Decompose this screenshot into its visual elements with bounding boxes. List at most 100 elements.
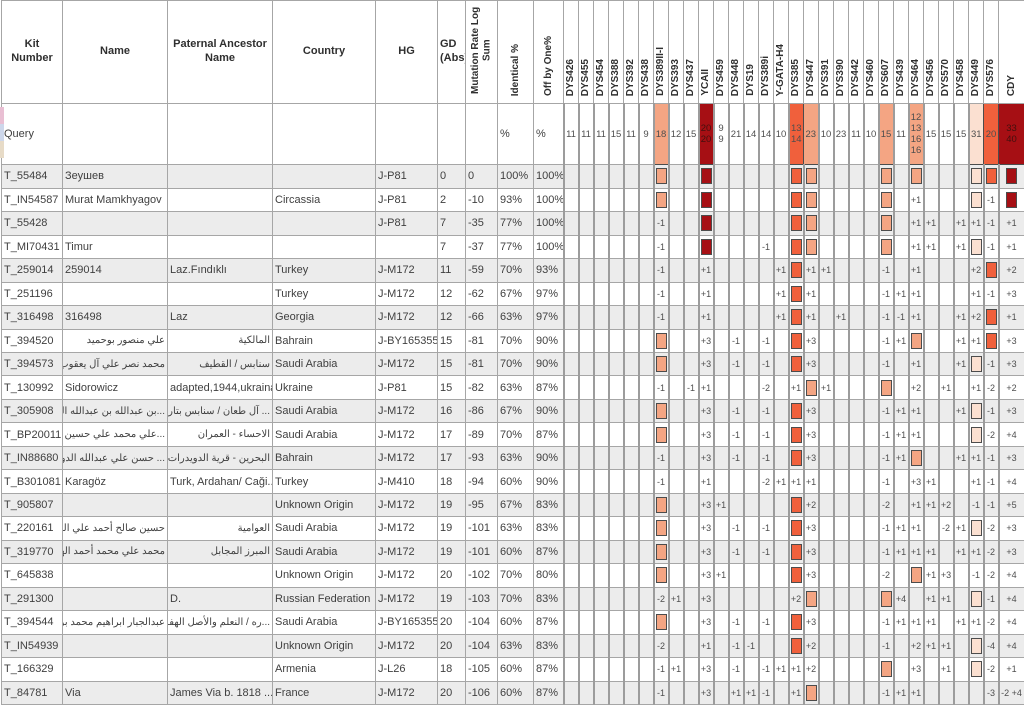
marker-cell-dys570 <box>937 164 955 189</box>
marker-cell-dys393 <box>667 539 685 565</box>
row-country-cell <box>272 234 376 260</box>
marker-cell-dys448: -1 <box>727 539 745 565</box>
clipped-column-artifact <box>0 107 4 158</box>
marker-cell-dys447 <box>802 187 820 213</box>
marker-cell-dys385 <box>787 516 805 541</box>
marker-header-label: DYS607 <box>880 58 892 96</box>
marker-cell-dys576: -1 <box>982 234 1000 260</box>
marker-cell-dys447 <box>802 211 820 236</box>
marker-cell-dys393 <box>667 469 685 494</box>
marker-cell-dys390 <box>832 469 850 494</box>
marker-cell-dys19 <box>742 164 760 189</box>
marker-cell-dys454 <box>592 657 610 682</box>
marker-cell-dys447: +3 <box>802 445 820 471</box>
marker-cell-dys426 <box>562 234 580 260</box>
marker-cell-dys456 <box>922 187 940 213</box>
marker-cell-dys438 <box>637 211 655 236</box>
row-name-cell: Sidorowicz <box>62 375 168 400</box>
match-row: T_291300 D. Russian Federation J-M172 19 -103… <box>1 586 1024 612</box>
marker-cell-dys439: +1 <box>892 281 910 307</box>
marker-cell-dys570 <box>937 539 955 565</box>
marker-cell-dys448 <box>727 281 745 307</box>
marker-cell-dys449 <box>967 680 985 705</box>
marker-cell-dys438 <box>637 469 655 494</box>
marker-cell-dys426 <box>562 469 580 494</box>
difference-marker-box <box>655 168 667 185</box>
query-marker-dys448: 21 <box>727 102 745 166</box>
marker-cell-dys388 <box>607 258 625 283</box>
marker-cell-cdy: +3 <box>997 281 1024 307</box>
row-haplogroup-cell: J-P81 <box>375 211 438 236</box>
marker-cell-cdy: +3 <box>997 351 1024 377</box>
marker-cell-dys448 <box>727 211 745 236</box>
marker-cell-dys576: -1 <box>982 211 1000 236</box>
marker-cell-dys456: +1 <box>922 492 940 518</box>
marker-cell-dys460 <box>862 633 880 659</box>
marker-cell-dys458: +1 <box>952 351 970 377</box>
marker-cell-ycaii: +3 <box>697 563 715 588</box>
marker-cell-dys464: +2 <box>907 633 925 659</box>
marker-cell-dys393 <box>667 187 685 213</box>
match-rows-section: T_55484 Зеушев J-P81 0 0 100% 100% T_IN54587 Mur… <box>1 164 1024 705</box>
marker-cell-dys389i <box>757 633 775 659</box>
marker-cell-dys390 <box>832 680 850 705</box>
row-mutation-rate-cell: -95 <box>465 492 498 518</box>
row-gd-cell: 2 <box>437 187 466 213</box>
marker-header-dys389ii-i: DYS389II-I <box>653 0 669 104</box>
marker-cell-dys389ii-i <box>652 563 670 588</box>
marker-cell-dys454 <box>592 258 610 283</box>
row-identical-percent-cell: 63% <box>497 445 534 471</box>
marker-cell-dys393 <box>667 305 685 330</box>
row-country-cell: Bahrain <box>272 445 376 471</box>
marker-cell-y-gata-h4 <box>772 610 790 635</box>
row-kit-cell: T_645838 <box>1 563 63 588</box>
row-name-cell: Via <box>62 680 168 705</box>
marker-cell-cdy: +3 <box>997 539 1024 565</box>
marker-cell-dys390 <box>832 234 850 260</box>
marker-cell-ycaii: +1 <box>697 281 715 307</box>
marker-cell-dys391 <box>817 234 835 260</box>
marker-cell-dys447: +3 <box>802 422 820 447</box>
match-row: T_55484 Зеушев J-P81 0 0 100% 100% <box>1 164 1024 189</box>
marker-header-label: Y-GATA-H4 <box>775 43 787 96</box>
marker-cell-dys448 <box>727 164 745 189</box>
marker-cell-dys19 <box>742 187 760 213</box>
difference-marker-box <box>790 168 802 185</box>
marker-cell-dys576: -2 <box>982 375 1000 400</box>
marker-cell-dys390 <box>832 657 850 682</box>
row-gd-cell: 16 <box>437 398 466 424</box>
difference-marker-box <box>880 168 892 185</box>
marker-cell-dys456 <box>922 422 940 447</box>
marker-cell-dys426 <box>562 398 580 424</box>
marker-cell-dys385 <box>787 445 805 471</box>
marker-header-label: DYS460 <box>865 58 877 96</box>
query-country-cell <box>272 102 376 166</box>
marker-cell-dys438 <box>637 445 655 471</box>
marker-cell-dys426 <box>562 281 580 307</box>
row-off-by-one-percent-cell: 87% <box>533 375 564 400</box>
difference-marker-box <box>910 168 922 185</box>
match-row: T_IN88680... حسن علي عبدالله الدويدريالب… <box>1 445 1024 471</box>
marker-cell-dys456: +1 <box>922 211 940 236</box>
marker-cell-dys460 <box>862 234 880 260</box>
marker-cell-dys390 <box>832 610 850 635</box>
marker-cell-dys464: +1 <box>907 539 925 565</box>
marker-cell-dys442 <box>847 211 865 236</box>
marker-cell-dys19 <box>742 234 760 260</box>
marker-cell-dys389ii-i <box>652 539 670 565</box>
marker-cell-dys460 <box>862 516 880 541</box>
marker-cell-dys464: +1 <box>907 610 925 635</box>
marker-cell-dys388 <box>607 398 625 424</box>
marker-cell-dys576: -1 <box>982 469 1000 494</box>
marker-cell-dys447: +1 <box>802 258 820 283</box>
difference-marker-box <box>805 191 817 208</box>
marker-cell-dys439: +1 <box>892 680 910 705</box>
marker-cell-ycaii: +3 <box>697 516 715 541</box>
marker-cell-dys439: +1 <box>892 422 910 447</box>
marker-cell-dys393 <box>667 281 685 307</box>
marker-cell-dys454 <box>592 187 610 213</box>
marker-cell-dys460 <box>862 657 880 682</box>
marker-cell-dys464: +1 <box>907 187 925 213</box>
